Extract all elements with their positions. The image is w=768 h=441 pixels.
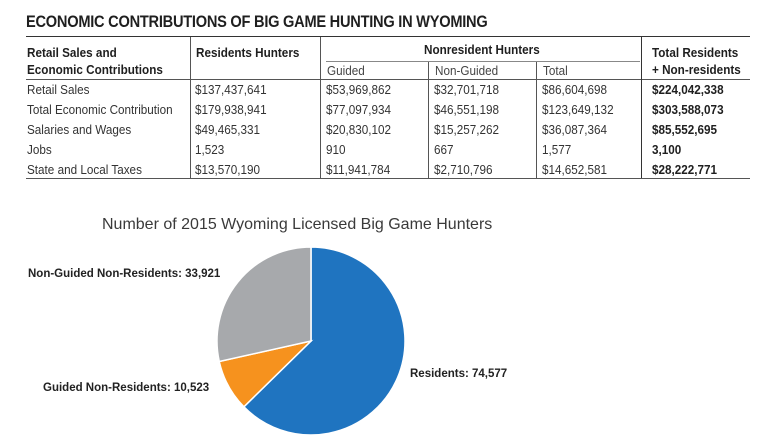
slice-label-residents: Residents: 74,577 [410,368,508,380]
cell-non-guided: $46,551,198 [434,102,500,117]
table-header-rule [26,79,750,80]
header-grand-line1: Total Residents [652,45,739,60]
cell-total: $14,652,581 [542,162,608,177]
cell-non-guided: $32,701,718 [434,82,500,97]
cell-total: $86,604,698 [542,82,608,97]
cell-non-guided: $15,257,262 [434,122,500,137]
cell-residents: $179,938,941 [195,102,267,117]
row-label: Jobs [27,142,52,157]
nonresident-subheader-rule [326,61,640,62]
cell-residents: $137,437,641 [195,82,267,97]
header-grand-line2: + Non-residents [652,62,741,77]
header-col1-line1: Retail Sales and [27,45,117,60]
header-non-guided: Non-Guided [435,63,499,78]
column-divider [428,62,429,178]
cell-total: $36,087,364 [542,122,608,137]
cell-guided: $53,969,862 [326,82,392,97]
cell-residents: $49,465,331 [195,122,261,137]
header-nonresident: Nonresident Hunters [424,42,540,57]
column-divider [641,37,642,178]
cell-guided: $20,830,102 [326,122,392,137]
cell-guided: $11,941,784 [326,162,391,177]
slice-label-guided-non-residents: Guided Non-Residents: 10,523 [43,382,210,394]
row-label: State and Local Taxes [27,162,142,177]
cell-grand: $85,552,695 [652,122,718,137]
cell-residents: 1,523 [195,142,225,157]
pie-slice-non-guided-non-residents [216,246,312,363]
table-bottom-rule [26,178,750,179]
row-label: Salaries and Wages [27,122,132,137]
header-col1-line2: Economic Contributions [27,62,163,77]
chart-title: Number of 2015 Wyoming Licensed Big Game… [102,216,493,233]
cell-non-guided: $2,710,796 [434,162,493,177]
row-label: Retail Sales [27,82,90,97]
row-label: Total Economic Contribution [27,102,173,117]
column-divider [536,62,537,178]
cell-residents: $13,570,190 [195,162,261,177]
table-top-rule [26,36,750,37]
cell-grand: $28,222,771 [652,162,718,177]
slice-label-non-guided-non-residents: Non-Guided Non-Residents: 33,921 [28,268,221,280]
pie-slice-residents [242,246,406,436]
cell-guided: 910 [326,142,346,157]
header-residents: Residents Hunters [196,45,300,60]
column-divider [190,37,191,178]
cell-non-guided: 667 [434,142,454,157]
column-divider [320,37,321,178]
header-guided: Guided [327,63,365,78]
cell-total: 1,577 [542,142,572,157]
cell-grand: $224,042,338 [652,82,724,97]
header-total: Total [543,63,568,78]
cell-total: $123,649,132 [542,102,614,117]
table-title: ECONOMIC CONTRIBUTIONS OF BIG GAME HUNTI… [26,12,488,31]
cell-grand: 3,100 [652,142,682,157]
cell-guided: $77,097,934 [326,102,392,117]
cell-grand: $303,588,073 [652,102,724,117]
